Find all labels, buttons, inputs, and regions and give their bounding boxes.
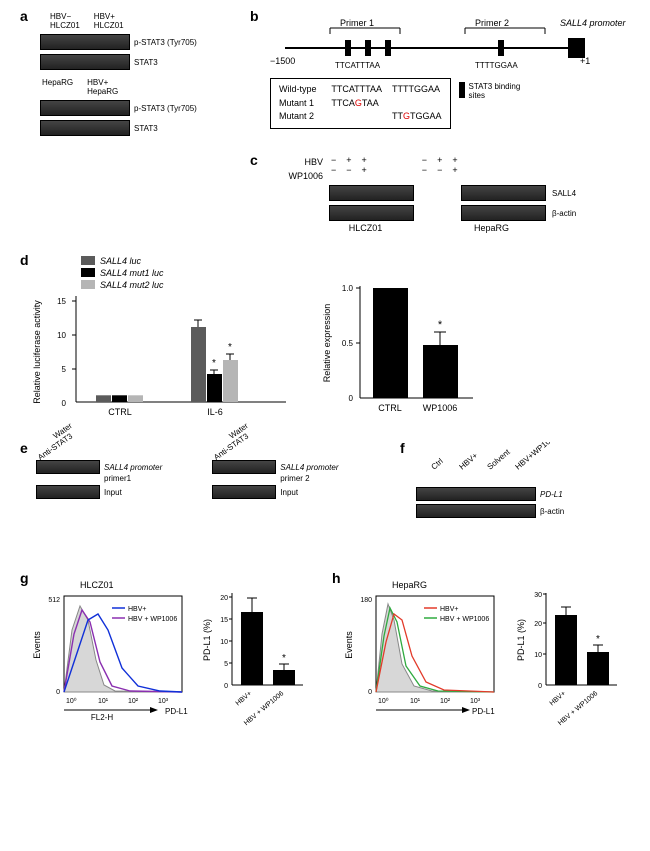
b-m1: Mutant 1 <box>279 97 329 111</box>
b-primer2: Primer 2 <box>475 18 509 28</box>
svg-text:HBV+: HBV+ <box>440 606 458 613</box>
c-wp: WP1006 <box>268 169 323 183</box>
svg-text:5: 5 <box>62 365 67 374</box>
panel-e: Anti-STAT3 Water SALL4 promoter primer1 … <box>36 442 339 499</box>
a-col1: HBV−HLCZ01 <box>50 12 80 30</box>
svg-text:0: 0 <box>349 394 354 403</box>
svg-text:SALL4 mut2 luc: SALL4 mut2 luc <box>100 280 164 290</box>
svg-text:15: 15 <box>220 617 228 624</box>
a-col2: HBV+HLCZ01 <box>94 12 124 30</box>
svg-text:SALL4 luc: SALL4 luc <box>100 256 142 266</box>
svg-text:PD-L1: PD-L1 <box>165 707 188 716</box>
label-f: f <box>400 440 405 456</box>
panel-c: HBV WP1006 −− +− ++ −− +− ++ SALL4 β-act… <box>268 155 638 233</box>
svg-text:HBV+WP1006: HBV+WP1006 <box>514 442 560 472</box>
svg-text:10³: 10³ <box>470 698 481 705</box>
svg-text:10: 10 <box>57 331 66 340</box>
label-c: c <box>250 152 258 168</box>
panel-h-bar: 0 10 20 30 PD-L1 (%) * HBV+ HBV + WP1006 <box>512 585 632 735</box>
b-left: −1500 <box>270 56 295 66</box>
svg-text:180: 180 <box>360 597 372 604</box>
svg-text:FL2-H: FL2-H <box>91 713 113 720</box>
svg-text:WP1006: WP1006 <box>423 403 458 413</box>
svg-text:0: 0 <box>62 399 67 408</box>
panel-b: Primer 1 Primer 2 SALL4 promoter −1500 +… <box>270 18 630 129</box>
svg-text:HBV + WP1006: HBV + WP1006 <box>440 616 489 623</box>
panel-a: HBV−HLCZ01 HBV+HLCZ01 p-STAT3 (Tyr705) S… <box>40 12 225 136</box>
svg-text:30: 30 <box>534 592 542 599</box>
svg-text:*: * <box>212 358 216 369</box>
svg-text:10²: 10² <box>440 698 451 705</box>
c-hbv: HBV <box>268 155 323 169</box>
panel-h: HepaRG 180 0 Events 10⁰ 10¹ 10² 10³ PD-L… <box>342 580 507 725</box>
panel-g-bar: 0 5 10 15 20 PD-L1 (%) * HBV+ HBV + WP10… <box>198 585 318 735</box>
svg-text:HBV+: HBV+ <box>235 690 254 707</box>
svg-text:15: 15 <box>57 297 66 306</box>
c-sall4: SALL4 <box>552 189 576 198</box>
label-e: e <box>20 440 28 456</box>
b-right: +1 <box>580 56 590 66</box>
svg-text:HBV+: HBV+ <box>458 451 480 472</box>
svg-text:IL-6: IL-6 <box>207 407 223 417</box>
svg-text:10⁰: 10⁰ <box>378 697 389 705</box>
svg-text:1.0: 1.0 <box>342 284 354 293</box>
svg-text:*: * <box>596 634 600 645</box>
a-row2: STAT3 <box>134 58 158 67</box>
b-primer1: Primer 1 <box>340 18 374 28</box>
svg-text:PD-L1: PD-L1 <box>472 707 495 716</box>
svg-text:Relative luciferase activity: Relative luciferase activity <box>32 300 42 404</box>
svg-text:HBV+: HBV+ <box>549 690 568 707</box>
svg-text:20: 20 <box>534 621 542 628</box>
svg-text:0: 0 <box>224 683 228 690</box>
b-wt: Wild-type <box>279 83 329 97</box>
svg-text:10¹: 10¹ <box>98 698 109 705</box>
a-col3: HepaRG <box>42 78 73 96</box>
label-b: b <box>250 8 259 24</box>
b-seq2: TTTTGGAA <box>475 61 518 70</box>
svg-text:HBV+: HBV+ <box>128 606 146 613</box>
svg-text:0: 0 <box>56 689 60 696</box>
svg-text:Events: Events <box>344 631 354 659</box>
svg-text:CTRL: CTRL <box>378 403 402 413</box>
label-a: a <box>20 8 28 24</box>
svg-text:*: * <box>438 319 443 331</box>
label-g: g <box>20 570 29 586</box>
label-h: h <box>332 570 341 586</box>
c-right: HepaRG <box>449 223 534 233</box>
svg-text:Solvent: Solvent <box>486 447 513 472</box>
a-row4: STAT3 <box>134 124 158 133</box>
svg-text:10¹: 10¹ <box>410 698 421 705</box>
panel-g: HLCZ01 512 0 Events 10⁰ 10¹ 10² 10³ FL2-… <box>30 580 195 725</box>
a-row1: p-STAT3 (Tyr705) <box>134 38 197 47</box>
a-col4: HBV+HepaRG <box>87 78 118 96</box>
svg-text:0.5: 0.5 <box>342 339 354 348</box>
svg-text:10: 10 <box>220 639 228 646</box>
svg-text:0: 0 <box>368 689 372 696</box>
svg-text:PD-L1 (%): PD-L1 (%) <box>202 619 212 661</box>
panel-f: Ctrl HBV+ Solvent HBV+WP1006 PD-L1 β-act… <box>416 442 636 518</box>
svg-text:PD-L1 (%): PD-L1 (%) <box>516 619 526 661</box>
svg-text:Events: Events <box>32 631 42 659</box>
svg-text:0: 0 <box>538 683 542 690</box>
b-seq1: TTCATTTAA <box>335 61 381 70</box>
svg-text:512: 512 <box>48 597 60 604</box>
b-bind: STAT3 binding <box>469 82 521 91</box>
c-left: HLCZ01 <box>323 223 408 233</box>
svg-text:Ctrl: Ctrl <box>430 456 445 471</box>
b-m2: Mutant 2 <box>279 110 329 124</box>
b-prom: SALL4 promoter <box>560 18 627 28</box>
panel-d-right: 0 0.5 1.0 Relative expression * CTRL WP1… <box>318 268 488 428</box>
svg-text:*: * <box>282 653 286 664</box>
svg-text:10: 10 <box>534 652 542 659</box>
c-actin: β-actin <box>552 209 576 218</box>
svg-text:*: * <box>228 342 232 353</box>
svg-text:10³: 10³ <box>158 698 169 705</box>
svg-text:20: 20 <box>220 595 228 602</box>
svg-text:SALL4 mut1 luc: SALL4 mut1 luc <box>100 268 164 278</box>
svg-text:10⁰: 10⁰ <box>66 697 77 705</box>
a-row3: p-STAT3 (Tyr705) <box>134 104 197 113</box>
svg-text:5: 5 <box>224 661 228 668</box>
svg-text:HBV + WP1006: HBV + WP1006 <box>128 616 177 623</box>
svg-text:10²: 10² <box>128 698 139 705</box>
